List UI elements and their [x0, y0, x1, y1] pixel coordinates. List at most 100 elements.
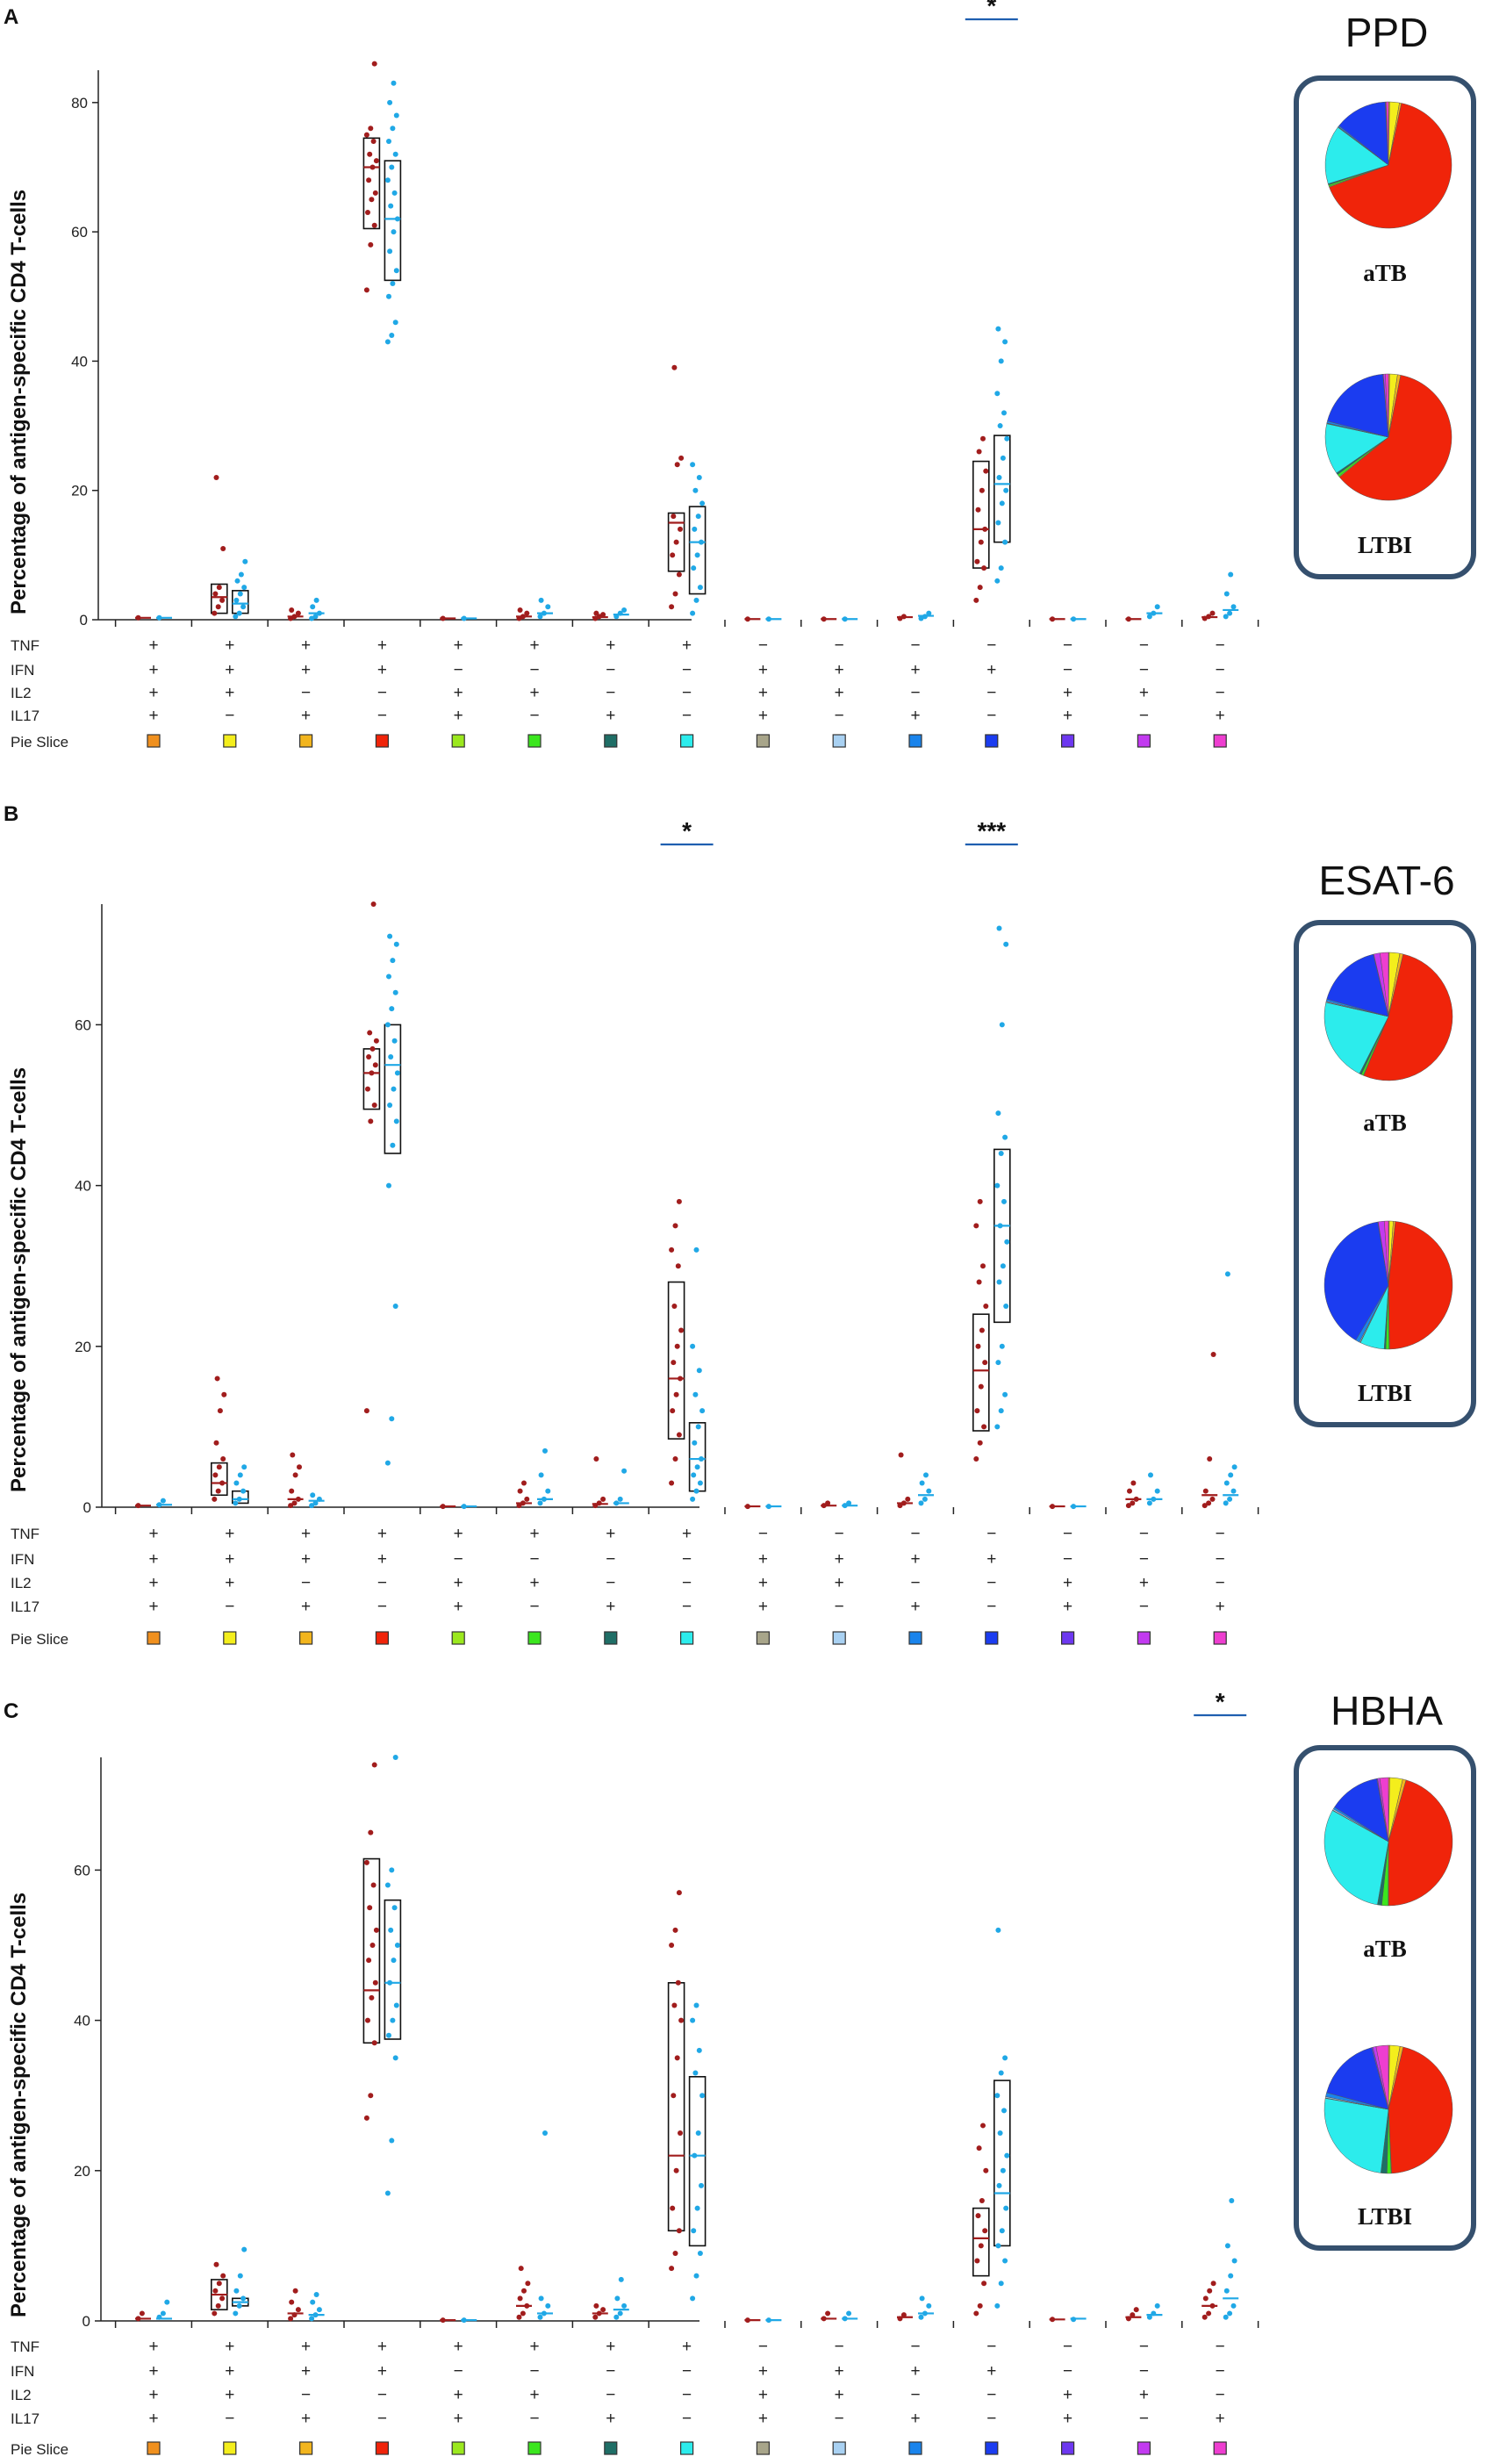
data-point-atb — [517, 1488, 523, 1494]
data-point-ltbi — [309, 1503, 315, 1509]
data-point-ltbi — [691, 2228, 697, 2234]
data-point-ltbi — [919, 2295, 925, 2302]
combo-marker: + — [529, 1525, 539, 1543]
data-point-atb — [368, 126, 374, 132]
pie-slice-swatch — [147, 734, 161, 748]
data-point-ltbi — [1000, 455, 1006, 461]
data-point-ltbi — [1229, 2198, 1235, 2204]
data-point-atb — [525, 2281, 531, 2287]
combo-marker: + — [225, 2362, 234, 2381]
data-point-ltbi — [384, 2190, 391, 2196]
data-point-ltbi — [390, 281, 396, 287]
pie-chart-atb — [1324, 101, 1453, 229]
data-point-ltbi — [617, 1496, 623, 1502]
data-point-ltbi — [846, 2310, 852, 2317]
data-point-ltbi — [240, 2295, 247, 2302]
combo-marker: − — [1063, 1525, 1072, 1543]
panel-letter-a: A — [4, 5, 19, 29]
combo-marker: − — [835, 636, 844, 655]
data-point-ltbi — [690, 1496, 696, 1502]
data-point-ltbi — [918, 2314, 924, 2320]
data-point-atb — [369, 1943, 376, 1948]
pie-slice-swatch — [223, 2441, 237, 2455]
combo-marker: − — [682, 707, 692, 725]
iqr-box-atb — [362, 1048, 381, 1110]
data-point-ltbi — [390, 958, 396, 964]
combo-marker: + — [606, 2410, 615, 2428]
data-point-atb — [600, 612, 606, 618]
data-point-ltbi — [388, 203, 394, 209]
data-point-ltbi — [695, 514, 701, 520]
data-point-atb — [1130, 1500, 1136, 1506]
combo-marker: − — [454, 661, 463, 679]
pie-slice-swatch — [451, 2441, 465, 2455]
data-point-ltbi — [538, 1472, 544, 1478]
data-point-atb — [825, 1500, 831, 1506]
data-point-atb — [975, 1343, 981, 1349]
data-point-atb — [363, 287, 369, 293]
pie-label-ltbi-esat6: LTBI — [1357, 1380, 1413, 1406]
data-point-atb — [215, 2302, 221, 2309]
combo-marker: + — [454, 2386, 463, 2404]
data-point-atb — [1209, 1496, 1216, 1502]
data-point-ltbi — [545, 1488, 551, 1494]
data-point-atb — [976, 2145, 982, 2152]
data-point-ltbi — [384, 1460, 391, 1466]
combo-marker: + — [1216, 1598, 1225, 1616]
combo-marker: + — [301, 661, 311, 679]
pie-slice — [1388, 2046, 1453, 2174]
data-point-ltbi — [233, 1500, 239, 1506]
data-point-atb — [977, 1440, 983, 1446]
data-point-ltbi — [393, 268, 399, 274]
data-point-atb — [898, 1452, 904, 1458]
iqr-box-atb — [362, 137, 381, 230]
combo-marker: + — [1139, 1574, 1149, 1592]
combo-marker: − — [910, 2338, 920, 2356]
combo-marker: + — [454, 1598, 463, 1616]
combo-marker: − — [1216, 684, 1225, 702]
data-point-atb — [370, 139, 377, 145]
data-point-atb — [365, 1086, 370, 1092]
combo-marker: − — [377, 2386, 387, 2404]
combo-marker: − — [529, 2410, 539, 2428]
data-point-ltbi — [537, 2314, 543, 2320]
y-tick-label: 0 — [82, 2313, 90, 2330]
combo-marker: − — [529, 1598, 539, 1616]
data-point-ltbi — [692, 1391, 699, 1397]
combo-marker: + — [986, 1550, 996, 1569]
combo-marker: − — [377, 1598, 387, 1616]
data-point-ltbi — [233, 2310, 239, 2317]
combo-marker: − — [835, 1525, 844, 1543]
data-point-ltbi — [394, 1070, 400, 1076]
data-point-atb — [676, 1890, 682, 1896]
pie-slice — [1385, 373, 1389, 438]
combo-marker: + — [377, 1550, 387, 1569]
combo-marker: + — [758, 1574, 768, 1592]
data-point-atb — [216, 585, 222, 591]
row-label-pie-slice: Pie Slice — [11, 734, 68, 751]
pie-slice-swatch — [299, 1631, 313, 1645]
data-point-atb — [905, 1496, 911, 1502]
pie-slice-swatch — [451, 1631, 465, 1645]
data-point-ltbi — [1001, 1198, 1007, 1204]
data-point-ltbi — [389, 1416, 395, 1422]
data-point-ltbi — [537, 614, 543, 620]
combo-marker: − — [910, 684, 920, 702]
data-point-atb — [516, 1503, 522, 1509]
data-point-ltbi — [693, 1488, 699, 1494]
data-point-atb — [981, 1424, 987, 1430]
data-point-ltbi — [389, 1867, 395, 1873]
combo-marker: + — [758, 1550, 768, 1569]
row-label-il17: IL17 — [11, 708, 39, 724]
pie-slice-swatch — [832, 2441, 846, 2455]
data-point-atb — [1125, 1503, 1131, 1509]
antigen-title-ppd: PPD — [1345, 10, 1429, 55]
combo-marker: + — [301, 707, 311, 725]
pie-slice — [1323, 2098, 1389, 2173]
pie-slice — [1380, 952, 1389, 1017]
data-point-ltbi — [387, 99, 393, 105]
combo-marker: + — [606, 1525, 615, 1543]
pie-slice-swatch — [147, 1631, 161, 1645]
data-point-ltbi — [919, 1480, 925, 1486]
data-point-ltbi — [393, 941, 399, 947]
